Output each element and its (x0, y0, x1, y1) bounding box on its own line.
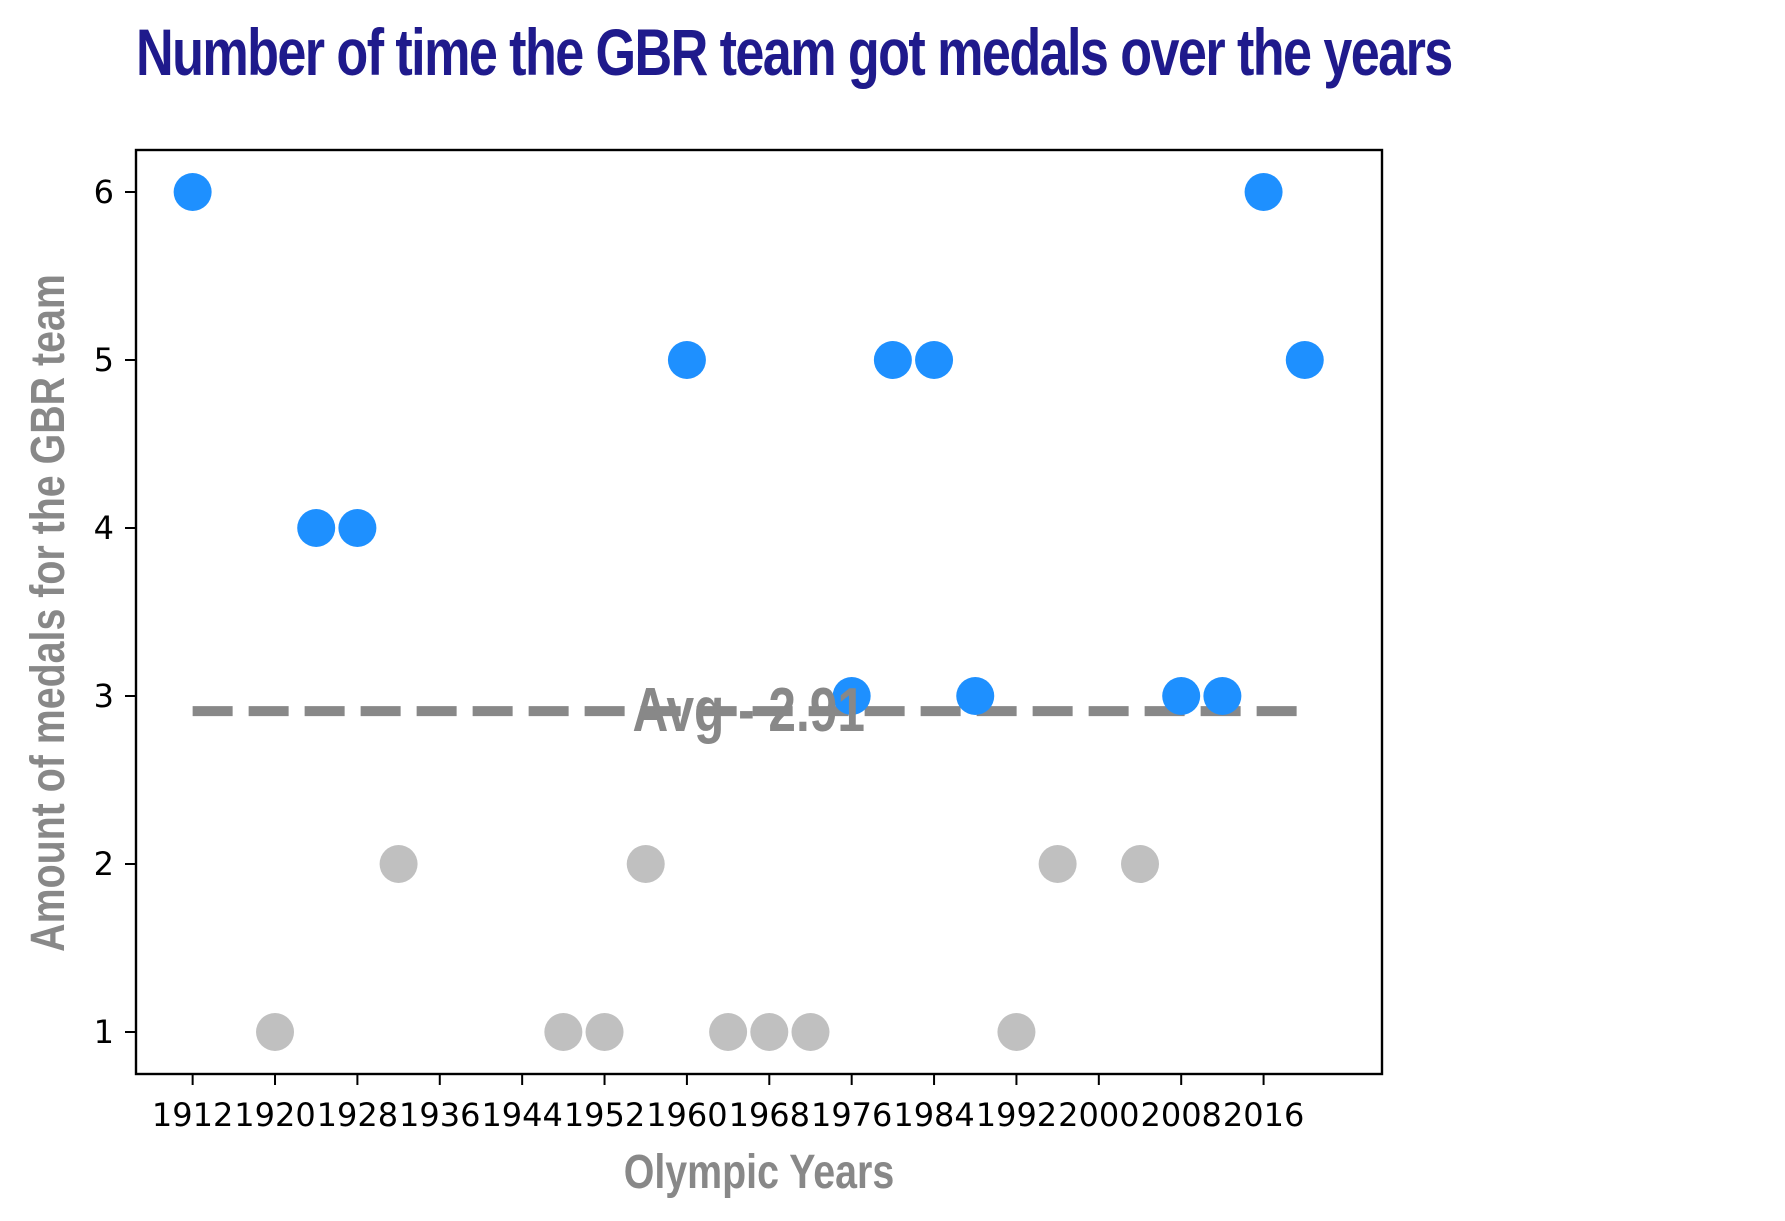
data-point (915, 341, 954, 379)
data-point (1162, 677, 1201, 715)
data-point (256, 1013, 295, 1051)
data-point (873, 341, 912, 379)
data-point (173, 173, 212, 211)
y-tick-label: 1 (94, 1013, 114, 1051)
x-tick-label: 1968 (729, 1096, 810, 1134)
x-tick-label: 1920 (234, 1096, 315, 1134)
chart-title: Number of time the GBR team got medals o… (136, 15, 1453, 89)
x-tick-label: 1944 (481, 1096, 562, 1134)
data-point (1038, 845, 1077, 883)
x-tick-label: 2000 (1058, 1096, 1139, 1134)
data-point (297, 509, 336, 547)
x-tick-label: 1912 (152, 1096, 233, 1134)
data-point (667, 341, 706, 379)
data-point (956, 677, 995, 715)
x-tick-label: 1960 (646, 1096, 727, 1134)
data-points (173, 173, 1324, 1051)
plot-frame (134, 148, 1384, 1076)
data-point (1285, 341, 1324, 379)
data-point (1121, 845, 1160, 883)
x-tick-label: 1992 (976, 1096, 1057, 1134)
data-point (626, 845, 665, 883)
data-point (379, 845, 418, 883)
x-tick-label: 1984 (893, 1096, 974, 1134)
average-label: Avg - 2.91 (633, 675, 865, 745)
y-tick-label: 3 (94, 677, 114, 715)
x-axis-title: Olympic Years (624, 1145, 894, 1199)
data-point (709, 1013, 748, 1051)
data-point (750, 1013, 789, 1051)
data-point (338, 509, 377, 547)
y-axis-title: Amount of medals for the GBR team (21, 274, 75, 952)
data-point (1203, 677, 1242, 715)
data-point (832, 677, 871, 715)
data-point (791, 1013, 830, 1051)
y-tick-label: 5 (94, 341, 114, 379)
data-point (585, 1013, 624, 1051)
y-tick-label: 2 (94, 845, 114, 883)
y-tick-label: 4 (94, 509, 114, 547)
data-point (1244, 173, 1283, 211)
average-label-group: Avg - 2.91 (633, 675, 865, 745)
x-tick-label: 1936 (399, 1096, 480, 1134)
y-tick-label: 6 (94, 173, 114, 211)
x-tick-label: 1928 (317, 1096, 398, 1134)
x-tick-label: 1952 (564, 1096, 645, 1134)
x-tick-label: 2016 (1223, 1096, 1304, 1134)
x-tick-label: 1976 (811, 1096, 892, 1134)
x-axis-ticks: 1912 1920 1928 1936 1944 1952 1960 1968 1976 1984… (152, 1074, 1304, 1134)
x-tick-label: 2008 (1140, 1096, 1221, 1134)
data-point (544, 1013, 583, 1051)
y-axis-ticks: 1 2 3 4 5 6 (94, 173, 136, 1051)
data-point (997, 1013, 1036, 1051)
